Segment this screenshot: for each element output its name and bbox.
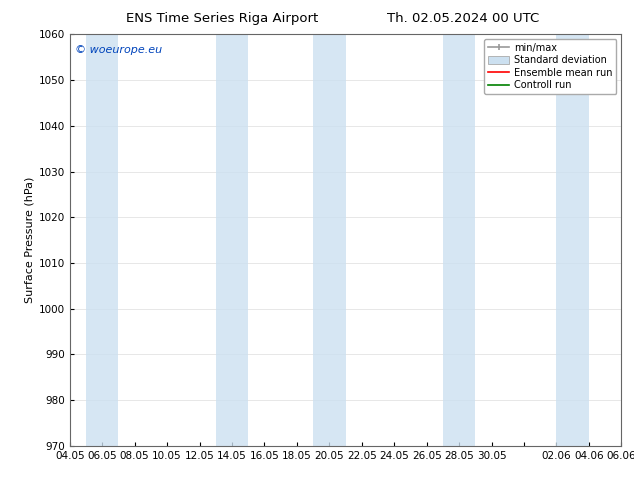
Text: © woeurope.eu: © woeurope.eu: [75, 45, 162, 54]
Bar: [313, 34, 346, 446]
Bar: [443, 34, 476, 446]
Y-axis label: Surface Pressure (hPa): Surface Pressure (hPa): [25, 177, 34, 303]
Bar: [86, 34, 119, 446]
Text: Th. 02.05.2024 00 UTC: Th. 02.05.2024 00 UTC: [387, 12, 539, 25]
Bar: [216, 34, 248, 446]
Legend: min/max, Standard deviation, Ensemble mean run, Controll run: min/max, Standard deviation, Ensemble me…: [484, 39, 616, 94]
Text: ENS Time Series Riga Airport: ENS Time Series Riga Airport: [126, 12, 318, 25]
Bar: [557, 34, 589, 446]
